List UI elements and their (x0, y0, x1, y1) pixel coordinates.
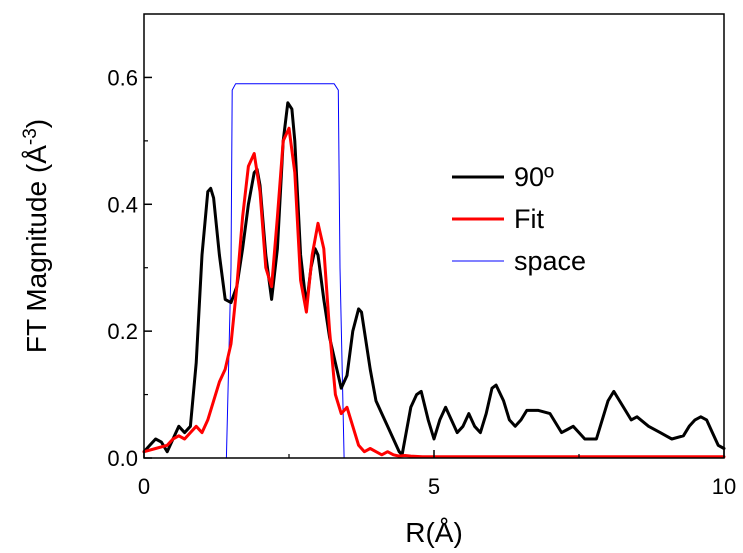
y-tick-label: 0.6 (107, 65, 138, 90)
y-axis-label-main: FT Magnitude (Å (21, 145, 52, 353)
x-axis-ticks: 0 5 10 (138, 450, 736, 499)
legend-label: Fit (514, 204, 544, 234)
series-line-fit (142, 126, 726, 459)
plot-area (142, 13, 726, 459)
x-axis-label: R(Å) (405, 517, 463, 548)
y-axis-label-close: ) (21, 119, 52, 128)
y-tick-label: 0.2 (107, 319, 138, 344)
y-tick-label: 0.4 (107, 192, 138, 217)
series-line-space (143, 83, 725, 459)
series-layer (142, 83, 726, 459)
legend-label: 90º (514, 162, 554, 192)
x-tick-label: 10 (712, 474, 736, 499)
x-tick-label: 5 (428, 474, 440, 499)
legend-label: space (514, 246, 586, 276)
legend: 90º Fit space (452, 162, 586, 276)
y-axis-label-superscript: -3 (20, 128, 41, 145)
series-line-90deg (142, 101, 726, 457)
y-tick-label: 0.0 (107, 446, 138, 471)
x-tick-label: 0 (138, 474, 150, 499)
y-axis-label: FT Magnitude (Å-3) (20, 119, 53, 353)
y-axis-ticks: 0.0 0.2 0.4 0.6 (107, 65, 152, 471)
